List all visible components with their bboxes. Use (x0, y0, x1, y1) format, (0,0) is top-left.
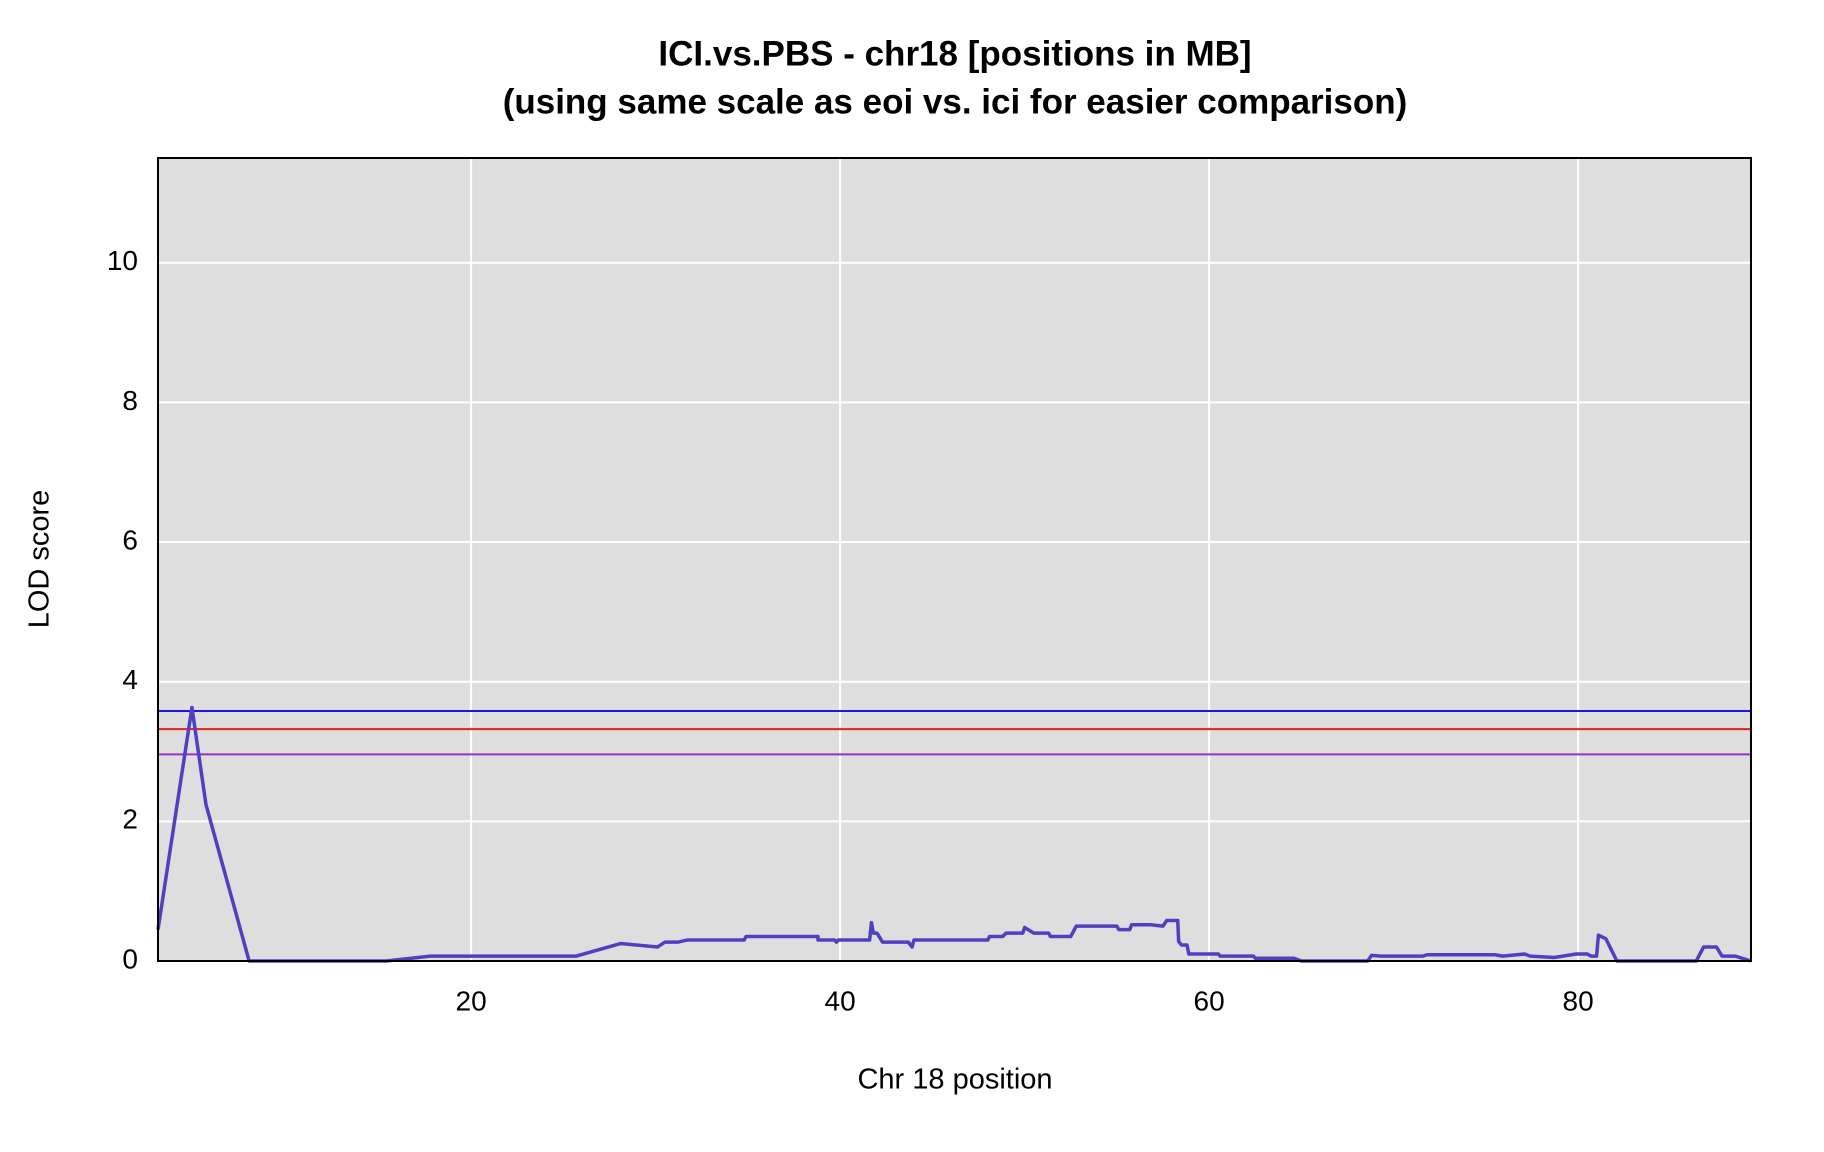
x-axis-label: Chr 18 position (857, 1064, 1052, 1096)
y-tick-label: 0 (122, 943, 138, 974)
y-tick-label: 8 (122, 385, 138, 416)
x-tick-label: 60 (1194, 985, 1225, 1016)
data-line (156, 705, 1752, 963)
chart-subtitle: (using same scale as eoi vs. ici for eas… (503, 82, 1408, 121)
x-tick-label: 40 (825, 985, 856, 1016)
y-tick-label: 10 (107, 245, 138, 276)
x-tick-label: 80 (1563, 985, 1594, 1016)
y-tick-label: 6 (122, 524, 138, 555)
chart-title: ICI.vs.PBS - chr18 [positions in MB] (658, 34, 1251, 73)
y-tick-label: 4 (122, 664, 138, 695)
y-tick-label: 2 (122, 804, 138, 835)
y-axis-label: LOD score (24, 490, 56, 629)
plot-border (157, 157, 1752, 962)
plot-background (158, 158, 1751, 961)
x-tick-label: 20 (456, 985, 487, 1016)
